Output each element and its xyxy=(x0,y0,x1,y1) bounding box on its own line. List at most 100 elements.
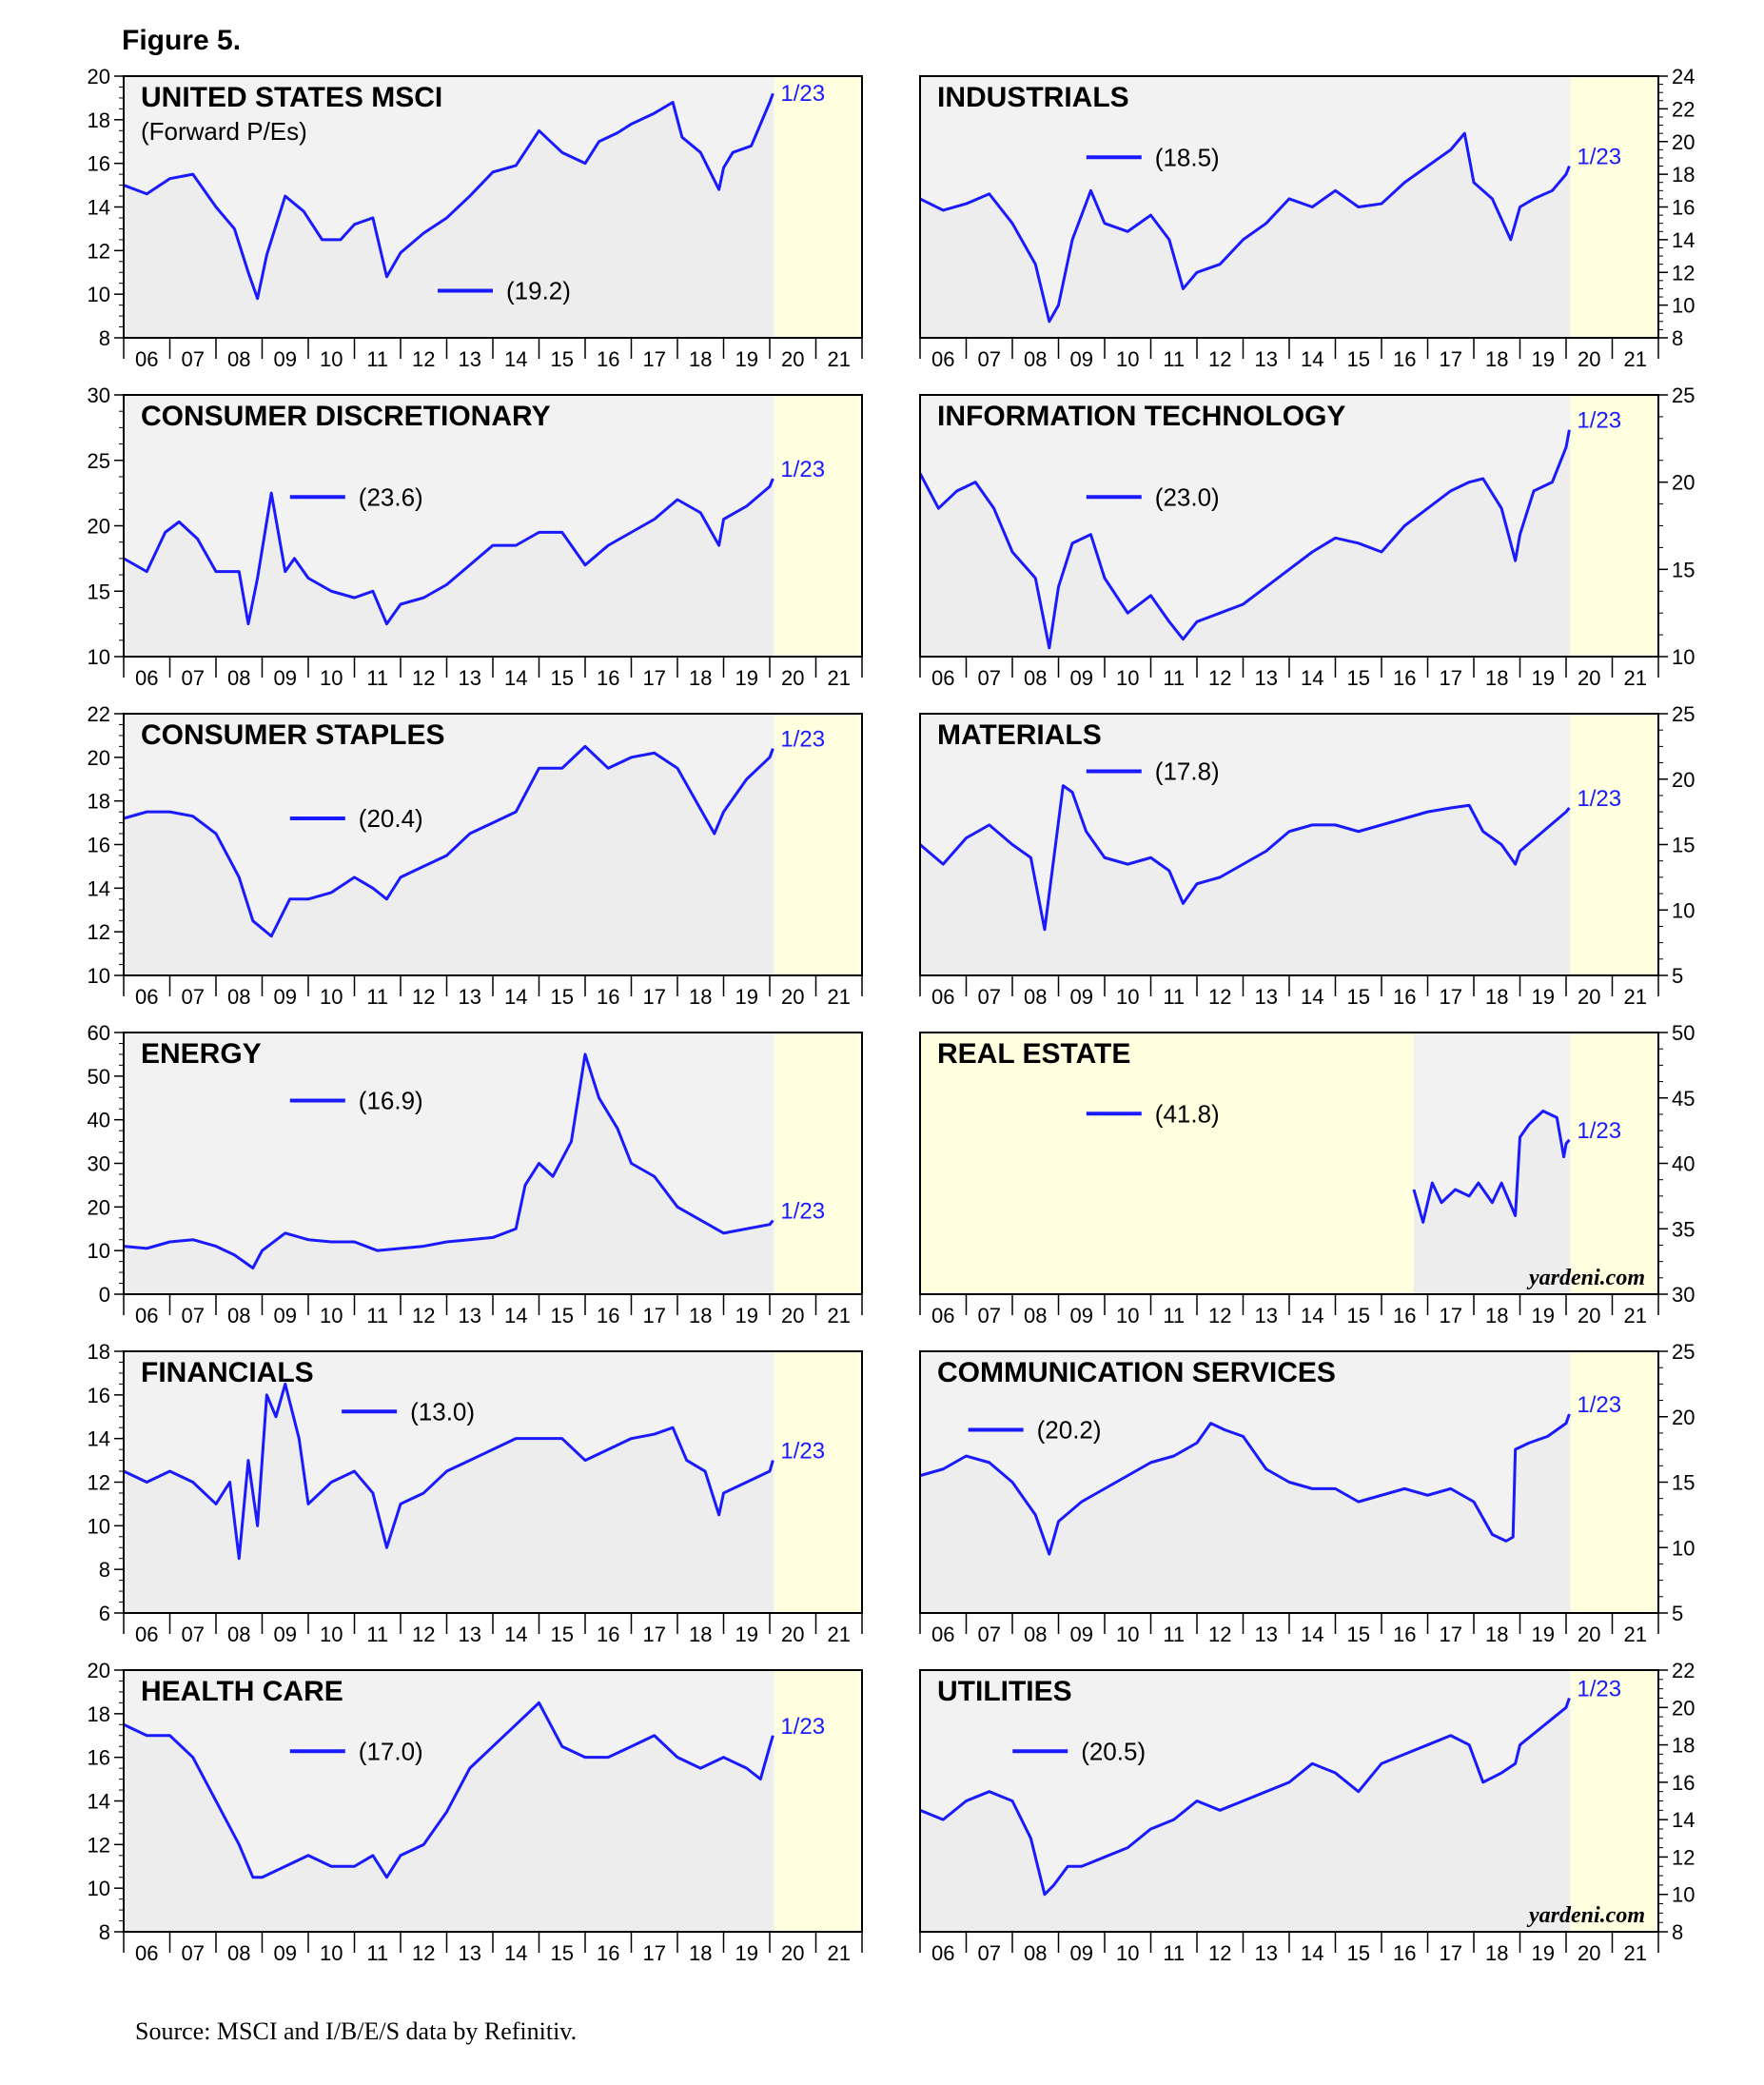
x-tick-label: 15 xyxy=(551,1304,574,1328)
x-tick-label: 19 xyxy=(735,347,758,371)
y-tick-label: 12 xyxy=(1672,261,1695,285)
x-tick-label: 10 xyxy=(320,1623,343,1646)
x-tick-label: 10 xyxy=(1116,985,1139,1009)
end-date-label: 1/23 xyxy=(1577,1676,1621,1701)
y-tick-label: 8 xyxy=(99,1920,110,1944)
x-tick-label: 18 xyxy=(689,1941,712,1965)
panel-title: INFORMATION TECHNOLOGY xyxy=(937,401,1345,432)
y-tick-label: 20 xyxy=(88,1659,110,1682)
y-tick-label: 6 xyxy=(99,1602,110,1625)
x-tick-label: 10 xyxy=(320,1941,343,1965)
y-tick-label: 35 xyxy=(1672,1217,1695,1241)
x-tick-label: 14 xyxy=(504,666,527,690)
y-tick-label: 18 xyxy=(88,108,110,132)
series-line xyxy=(123,478,774,626)
x-tick-label: 09 xyxy=(274,1623,297,1646)
y-tick-label: 20 xyxy=(1672,1696,1695,1720)
y-tick-label: 18 xyxy=(88,790,110,814)
x-tick-label: 11 xyxy=(1163,1941,1185,1965)
series-line xyxy=(123,744,774,938)
x-tick-label: 10 xyxy=(1116,666,1139,690)
panel-title: COMMUNICATION SERVICES xyxy=(937,1357,1336,1388)
end-date-label: 1/23 xyxy=(1577,1118,1621,1144)
panel-title: ENERGY xyxy=(141,1038,262,1070)
y-tick-label: 25 xyxy=(1672,384,1695,407)
y-tick-label: 20 xyxy=(88,515,110,539)
x-tick-label: 10 xyxy=(320,347,343,371)
x-tick-label: 21 xyxy=(828,666,851,690)
y-tick-label: 10 xyxy=(88,1514,110,1538)
x-tick-label: 17 xyxy=(1440,985,1462,1009)
x-tick-label: 21 xyxy=(1624,666,1647,690)
y-tick-label: 30 xyxy=(88,384,110,407)
x-tick-label: 12 xyxy=(1208,985,1231,1009)
x-tick-label: 16 xyxy=(597,1941,619,1965)
x-tick-label: 16 xyxy=(597,1623,619,1646)
y-tick-label: 30 xyxy=(88,1152,110,1176)
x-tick-label: 11 xyxy=(366,1941,388,1965)
series-line xyxy=(1412,1110,1571,1224)
x-tick-label: 20 xyxy=(1578,1623,1600,1646)
x-tick-label: 17 xyxy=(1440,1623,1462,1646)
x-tick-label: 17 xyxy=(643,1941,666,1965)
x-tick-label: 21 xyxy=(828,985,851,1009)
x-tick-label: 21 xyxy=(1624,1941,1647,1965)
x-tick-label: 18 xyxy=(1485,347,1508,371)
history-shading xyxy=(1413,1033,1571,1294)
x-tick-label: 12 xyxy=(1208,1941,1231,1965)
x-tick-label: 08 xyxy=(227,347,250,371)
x-tick-label: 15 xyxy=(1347,1623,1370,1646)
y-tick-label: 25 xyxy=(1672,702,1695,726)
history-shading xyxy=(124,1351,774,1613)
x-tick-label: 17 xyxy=(643,985,666,1009)
x-tick-label: 14 xyxy=(1301,1623,1323,1646)
panel-title: MATERIALS xyxy=(937,719,1102,751)
x-tick-label: 07 xyxy=(978,666,1001,690)
x-tick-label: 06 xyxy=(931,347,954,371)
x-tick-label: 19 xyxy=(1532,1304,1555,1328)
x-tick-label: 14 xyxy=(1301,666,1323,690)
x-tick-label: 10 xyxy=(320,985,343,1009)
x-tick-label: 16 xyxy=(1393,347,1416,371)
y-tick-label: 8 xyxy=(1672,326,1683,350)
x-tick-label: 19 xyxy=(1532,985,1555,1009)
series-area xyxy=(124,1384,774,1613)
panel-communication-services: 5 10 15 20 25 06 07 08 09 10 11 12 13 14 15 16 17 18 19 20 2… xyxy=(919,1340,1695,1646)
x-tick-label: 17 xyxy=(1440,1304,1462,1328)
series-area xyxy=(124,93,774,338)
x-tick-label: 06 xyxy=(135,1304,158,1328)
x-tick-label: 06 xyxy=(135,666,158,690)
x-tick-label: 06 xyxy=(135,1623,158,1646)
x-tick-label: 06 xyxy=(135,985,158,1009)
x-tick-label: 09 xyxy=(274,666,297,690)
y-tick-label: 60 xyxy=(88,1021,110,1045)
watermark: yardeni.com xyxy=(1526,1266,1645,1290)
x-tick-label: 20 xyxy=(781,1304,804,1328)
x-tick-label: 20 xyxy=(781,985,804,1009)
panel-utilities: 8 10 12 14 16 18 20 22 06 07 08 09 10 11 12 13 14 15 16 17 1… xyxy=(919,1659,1695,1965)
x-tick-label: 07 xyxy=(182,985,205,1009)
x-tick-label: 19 xyxy=(1532,1941,1555,1965)
legend-value: (17.0) xyxy=(359,1737,423,1765)
x-tick-label: 09 xyxy=(1070,1623,1093,1646)
x-tick-label: 15 xyxy=(551,347,574,371)
x-tick-label: 16 xyxy=(1393,1941,1416,1965)
x-tick-label: 06 xyxy=(931,666,954,690)
x-tick-label: 21 xyxy=(828,1941,851,1965)
x-tick-label: 13 xyxy=(459,1304,481,1328)
x-tick-label: 10 xyxy=(1116,1623,1139,1646)
x-tick-label: 06 xyxy=(931,1623,954,1646)
x-tick-label: 13 xyxy=(459,666,481,690)
y-tick-label: 10 xyxy=(1672,645,1695,669)
x-tick-label: 20 xyxy=(1578,347,1600,371)
x-tick-label: 14 xyxy=(504,1304,527,1328)
x-tick-label: 07 xyxy=(978,1941,1001,1965)
end-date-label: 1/23 xyxy=(780,81,825,107)
y-tick-label: 10 xyxy=(88,1877,110,1900)
y-tick-label: 24 xyxy=(1672,65,1695,89)
panel-title: HEALTH CARE xyxy=(141,1676,343,1707)
x-tick-label: 19 xyxy=(735,985,758,1009)
x-tick-label: 07 xyxy=(182,1623,205,1646)
x-tick-label: 18 xyxy=(1485,666,1508,690)
end-date-label: 1/23 xyxy=(1577,408,1621,434)
